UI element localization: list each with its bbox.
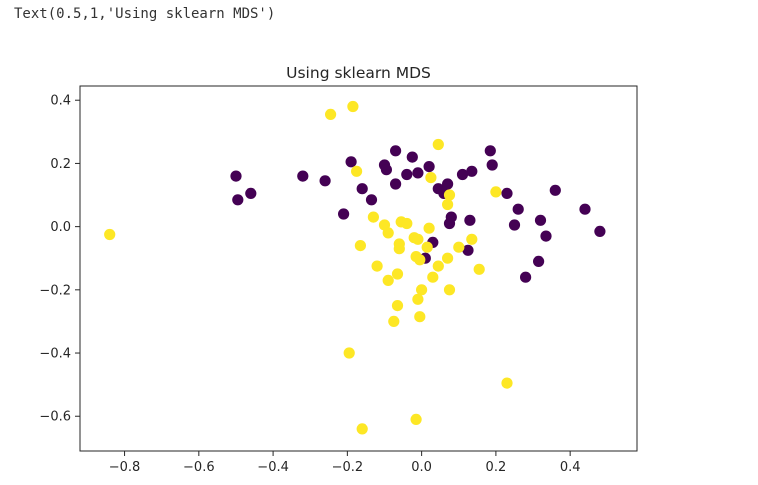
- scatter-point-class0-15: [412, 167, 424, 179]
- scatter-point-class1-26: [425, 172, 437, 184]
- scatter-point-class1-29: [432, 260, 444, 272]
- scatter-point-class1-34: [453, 241, 465, 253]
- x-tick-label: 0.2: [486, 460, 507, 475]
- scatter-point-class0-1: [232, 194, 244, 206]
- x-tick-label: 0.4: [560, 460, 581, 475]
- cell-output-text: Text(0.5,1,'Using sklearn MDS'): [14, 6, 276, 22]
- scatter-point-class0-34: [534, 214, 547, 226]
- scatter-point-class0-13: [401, 168, 413, 181]
- scatter-point-class0-12: [390, 178, 402, 190]
- scatter-point-class0-7: [365, 194, 378, 206]
- scatter-point-class0-29: [486, 159, 498, 171]
- scatter-point-class1-10: [388, 315, 400, 327]
- scatter-point-class0-2: [245, 187, 257, 199]
- scatter-point-class0-21: [445, 211, 457, 223]
- scatter-point-class1-27: [427, 271, 439, 283]
- scatter-point-class1-19: [412, 233, 424, 245]
- scatter-point-class1-5: [367, 211, 379, 223]
- scatter-point-class1-39: [343, 347, 355, 359]
- x-axis: −0.8 −0.6 −0.4 −0.2 0.0 0.2 0.4: [109, 451, 581, 475]
- scatter-point-class0-18: [442, 178, 454, 190]
- scatter-point-class0-32: [508, 219, 521, 231]
- scatter-point-class0-31: [512, 203, 524, 215]
- scatter-point-class1-22: [414, 311, 426, 323]
- scatter-point-class0-33: [520, 271, 532, 283]
- scatter-point-class1-2: [347, 100, 359, 113]
- scatter-point-class1-1: [325, 108, 337, 120]
- scatter-point-class0-37: [549, 184, 561, 196]
- scatter-point-class1-35: [466, 233, 478, 245]
- scatter-points: [104, 100, 606, 435]
- scatter-point-class0-8: [338, 208, 350, 220]
- y-tick-label: 0.0: [50, 220, 71, 235]
- y-tick-label: −0.4: [39, 347, 71, 362]
- scatter-point-class0-35: [540, 230, 552, 242]
- scatter-point-class1-20: [414, 254, 426, 266]
- scatter-point-class1-14: [393, 243, 405, 255]
- scatter-point-class0-11: [390, 145, 402, 157]
- scatter-point-class1-6: [371, 260, 383, 272]
- scatter-point-class1-4: [354, 240, 366, 252]
- scatter-point-class1-38: [501, 377, 513, 389]
- x-tick-label: −0.8: [109, 460, 141, 475]
- scatter-point-class0-30: [501, 187, 513, 199]
- scatter-point-class0-36: [533, 255, 545, 267]
- y-tick-label: 0.2: [50, 157, 71, 172]
- axes-frame: [79, 85, 638, 452]
- scatter-point-class1-24: [421, 241, 433, 253]
- scatter-point-class0-14: [406, 151, 418, 163]
- scatter-point-class1-8: [382, 227, 394, 239]
- scatter-point-class1-23: [416, 284, 428, 296]
- scatter-point-class0-3: [297, 170, 309, 182]
- chart-title: Using sklearn MDS: [286, 64, 431, 82]
- x-tick-label: 0.0: [411, 460, 432, 475]
- x-tick-label: −0.2: [332, 460, 364, 475]
- scatter-point-class0-38: [579, 203, 591, 215]
- scatter-point-class0-6: [356, 183, 368, 195]
- scatter-point-class1-32: [442, 252, 454, 264]
- scatter-point-class1-37: [490, 186, 502, 198]
- scatter-point-class1-12: [391, 268, 404, 280]
- scatter-point-class0-24: [456, 168, 469, 181]
- scatter-point-class0-26: [464, 214, 476, 226]
- scatter-point-class1-3: [351, 165, 363, 177]
- y-tick-label: 0.4: [50, 94, 71, 109]
- scatter-point-class0-0: [230, 170, 242, 182]
- scatter-point-class0-27: [462, 244, 474, 256]
- y-tick-label: −0.6: [39, 410, 71, 425]
- scatter-point-class1-30: [442, 198, 454, 211]
- scatter-point-class0-28: [484, 145, 496, 157]
- scatter-point-class1-33: [443, 284, 456, 296]
- scatter-point-class0-10: [380, 164, 392, 176]
- scatter-point-class1-25: [423, 222, 435, 234]
- scatter-point-class1-28: [432, 138, 444, 151]
- scatter-point-class1-0: [104, 228, 116, 241]
- scatter-point-class1-36: [473, 263, 485, 275]
- scatter-point-class0-5: [345, 156, 357, 168]
- x-tick-label: −0.6: [183, 460, 215, 475]
- scatter-point-class0-4: [319, 175, 331, 187]
- scatter-point-class0-39: [594, 225, 606, 237]
- y-tick-label: −0.2: [39, 283, 71, 298]
- y-axis: 0.4 0.2 0.0 −0.2 −0.4 −0.6: [39, 94, 80, 425]
- scatter-point-class1-21: [412, 293, 424, 305]
- scatter-point-class1-31: [443, 189, 456, 201]
- scatter-point-class0-25: [466, 165, 478, 177]
- scatter-point-class1-40: [356, 423, 368, 435]
- scatter-point-class1-11: [391, 300, 404, 312]
- scatter-point-class1-16: [401, 217, 413, 230]
- scatter-point-class1-9: [382, 274, 394, 286]
- scatter-point-class0-16: [423, 161, 435, 173]
- scatter-point-class1-41: [410, 413, 422, 425]
- x-tick-label: −0.4: [257, 460, 289, 475]
